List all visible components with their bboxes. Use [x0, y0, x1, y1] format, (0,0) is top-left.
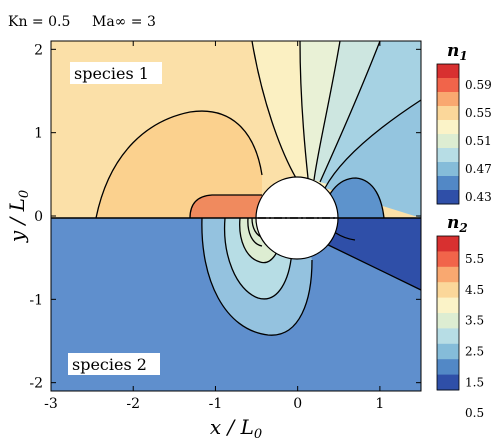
contour-plot — [51, 41, 421, 391]
colorbar-tick-label: 5.5 — [465, 252, 484, 266]
colorbar-swatch — [437, 251, 459, 268]
colorbar-swatch — [437, 120, 459, 135]
x-tick-label: -2 — [126, 396, 140, 412]
colorbar-swatch — [437, 176, 459, 191]
colorbar-swatch — [437, 148, 459, 163]
colorbar-swatch — [437, 134, 459, 149]
colorbar-swatch — [437, 106, 459, 121]
x-tick-label: 0 — [293, 396, 302, 412]
colorbar-swatch — [437, 374, 459, 391]
annot-species-1: species 1 — [74, 64, 149, 83]
annot-upper-bg — [70, 62, 162, 84]
colorbar-swatch — [437, 297, 459, 314]
colorbar-swatch — [437, 92, 459, 107]
colorbar-swatch — [437, 359, 459, 376]
n1-left-bulge — [96, 111, 262, 218]
colorbar-tick-label: 0.43 — [465, 190, 492, 204]
colorbar-tick-label: 0.59 — [465, 78, 492, 92]
n2-wake — [318, 218, 421, 290]
y-tick-label: 1 — [34, 126, 43, 142]
colorbar-swatch — [437, 236, 459, 252]
y-tick-label: -2 — [29, 376, 43, 392]
colorbar-swatch — [437, 64, 459, 79]
colorbar-frame — [436, 63, 460, 205]
colorbar-frame — [436, 235, 460, 391]
colorbar-tick-label: 4.5 — [465, 283, 484, 297]
n1-wake — [322, 178, 384, 218]
annot-species-2: species 2 — [72, 355, 147, 374]
x-tick-label: -3 — [44, 396, 58, 412]
colorbar-swatch — [437, 190, 459, 205]
y-axis-label: y / L0 — [5, 190, 32, 243]
colorbar-swatch — [437, 328, 459, 345]
colorbar-tick-label: 0.51 — [465, 134, 492, 148]
colorbar-tick-label: 0.47 — [465, 162, 492, 176]
colorbar-n1: 0.59 0.55 0.51 0.47 0.43 n1 — [436, 41, 492, 205]
x-tick-label: -1 — [209, 396, 223, 412]
y-tick-label: 2 — [34, 42, 43, 58]
colorbar-tick-label: 2.5 — [465, 345, 484, 359]
x-tick-label: 1 — [375, 396, 384, 412]
header-kn: Kn = 0.5 — [8, 14, 70, 30]
header-ma: Ma∞ = 3 — [92, 14, 156, 30]
colorbar-title: n1 — [447, 41, 468, 63]
x-axis-ticks: -3 -2 -1 0 1 — [44, 41, 384, 412]
y-axis-ticks: -2 -1 0 1 2 — [29, 42, 421, 392]
colorbar-swatch — [437, 343, 459, 360]
colorbar-swatch — [437, 282, 459, 299]
y-tick-label: -1 — [29, 292, 43, 308]
x-axis-label: x / L0 — [210, 415, 262, 442]
colorbar-tick-label: 0.5 — [465, 406, 484, 420]
colorbar-swatch — [437, 313, 459, 329]
colorbar-swatch — [437, 78, 459, 93]
colorbar-tick-label: 1.5 — [465, 375, 484, 389]
colorbar-swatch — [437, 266, 459, 283]
colorbar-swatch — [437, 162, 459, 177]
annot-lower-bg — [68, 353, 160, 375]
colorbar-tick-label: 0.55 — [465, 106, 492, 120]
colorbar-title: n2 — [447, 213, 468, 235]
y-tick-label: 0 — [34, 209, 43, 225]
n1-stagnation — [190, 195, 262, 218]
colorbar-tick-label: 3.5 — [465, 314, 484, 328]
colorbar-n2: 5.5 4.5 3.5 2.5 1.5 0.5 n2 — [436, 213, 484, 420]
